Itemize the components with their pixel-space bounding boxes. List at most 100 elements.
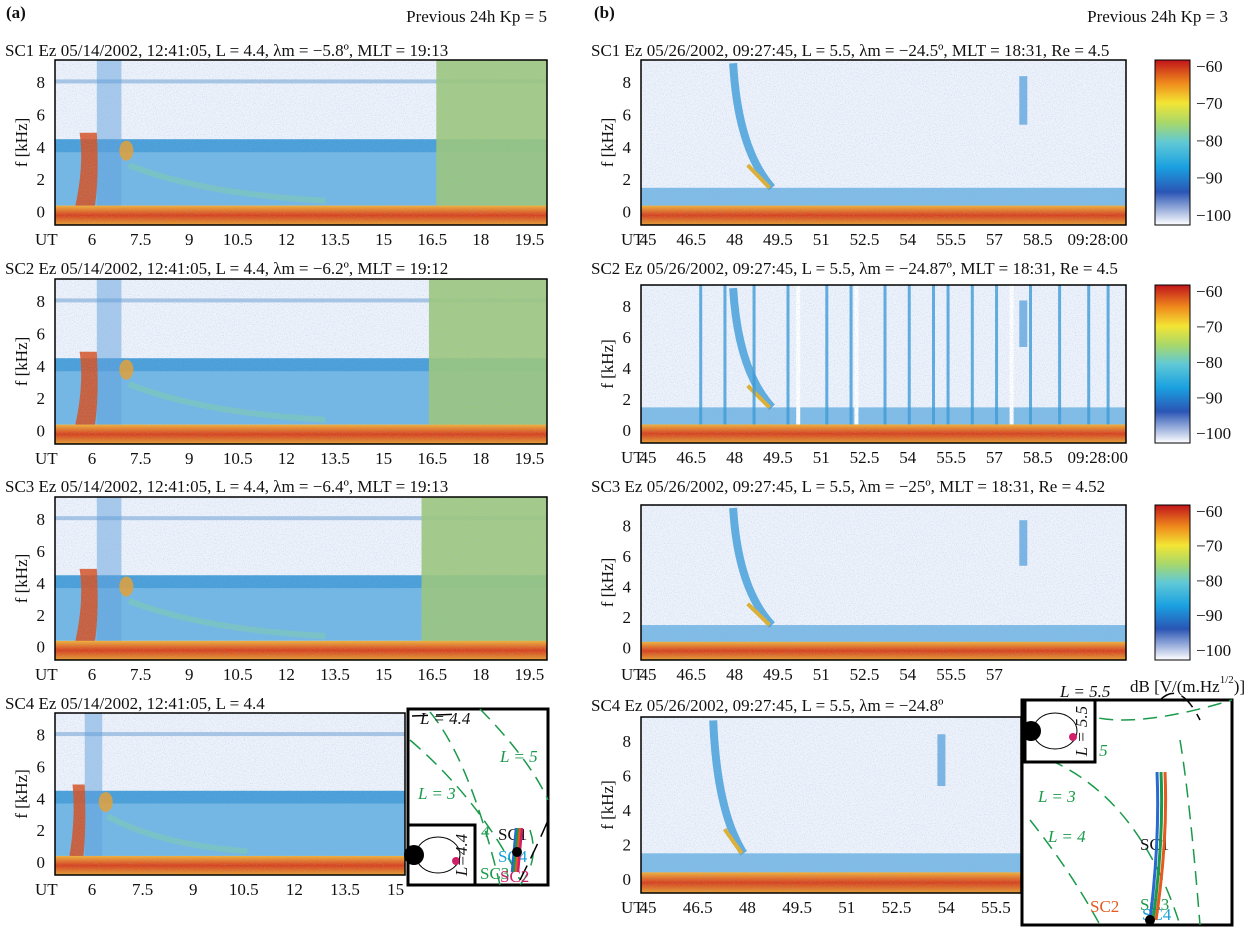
y-tick-label: 4 xyxy=(37,357,46,376)
y-tick-label: 4 xyxy=(37,138,46,157)
x-tick-label: 15 xyxy=(375,665,392,684)
l-shell-black xyxy=(1159,692,1201,721)
x-tick-label: UT xyxy=(621,665,644,684)
l-shell xyxy=(1029,819,1101,926)
x-tick-label: 45 xyxy=(640,898,657,917)
colorbar-tick: −90 xyxy=(1196,606,1223,625)
x-tick-label: 45 xyxy=(640,448,657,467)
x-tick-label: 52.5 xyxy=(850,448,880,467)
y-tick-label: 0 xyxy=(37,853,46,872)
inset-label: SC1 xyxy=(498,825,527,844)
plot-title: SC1 Ez 05/26/2002, 09:27:45, L = 5.5, λm… xyxy=(591,41,1109,60)
x-tick-label: 6 xyxy=(88,665,97,684)
colorbar-tick: −60 xyxy=(1196,57,1223,76)
x-tick-label: 7.5 xyxy=(132,880,153,899)
x-tick-label: 12 xyxy=(278,665,295,684)
y-tick-label: 0 xyxy=(623,421,632,440)
y-tick-label: 2 xyxy=(37,606,46,625)
end-time: 09:28:00 xyxy=(1068,230,1128,249)
earth xyxy=(1021,721,1041,741)
y-tick-label: 6 xyxy=(37,542,46,561)
y-tick-label: 4 xyxy=(37,789,46,808)
y-tick-label: 8 xyxy=(623,73,632,92)
colorbar xyxy=(1154,504,1191,661)
y-tick-label: 4 xyxy=(37,574,46,593)
x-tick-label: 52.5 xyxy=(850,230,880,249)
x-tick-label: 51 xyxy=(813,665,830,684)
x-tick-label: 48 xyxy=(726,230,743,249)
inset-label: SC2 xyxy=(500,867,529,886)
x-tick-label: 54 xyxy=(899,665,917,684)
colorbar-tick: −70 xyxy=(1196,317,1223,336)
y-axis-label: f [kHz] xyxy=(598,558,617,608)
plot-title: SC4 Ez 05/14/2002, 12:41:05, L = 4.4 xyxy=(5,694,265,713)
colorbar xyxy=(1154,284,1191,444)
inset-label: L = 3 xyxy=(1037,787,1076,806)
y-axis-label: f [kHz] xyxy=(598,118,617,168)
x-tick-label: 51 xyxy=(813,448,830,467)
y-tick-label: 4 xyxy=(623,801,632,820)
x-tick-label: 12 xyxy=(278,230,295,249)
l-shell xyxy=(1049,759,1181,926)
x-tick-label: 46.5 xyxy=(676,665,706,684)
y-tick-label: 6 xyxy=(37,106,46,125)
x-tick-label: 49.5 xyxy=(763,665,793,684)
y-tick-label: 8 xyxy=(623,732,632,751)
x-tick-label: 13.5 xyxy=(330,880,360,899)
x-tick-label: UT xyxy=(35,665,58,684)
sc-track xyxy=(1151,771,1164,921)
x-tick-label: 54 xyxy=(938,898,956,917)
inset-label: L = 5.5 xyxy=(1059,682,1110,701)
x-tick-label: 7.5 xyxy=(130,449,151,468)
y-tick-label: 8 xyxy=(37,726,46,745)
l-shell xyxy=(1179,739,1201,926)
inset-label: L = 5 xyxy=(499,747,538,766)
y-axis-label: f [kHz] xyxy=(598,339,617,389)
colorbar-unit: dB [V/(m.Hz1/2)] xyxy=(1130,674,1245,696)
colorbar-tick: −80 xyxy=(1196,571,1223,590)
x-tick-label: 49.5 xyxy=(763,230,793,249)
x-tick-label: 19.5 xyxy=(515,665,545,684)
y-axis-label: f [kHz] xyxy=(598,780,617,830)
x-tick-label: 46.5 xyxy=(676,448,706,467)
y-tick-label: 2 xyxy=(37,389,46,408)
x-tick-label: UT xyxy=(35,449,58,468)
x-tick-label: 51 xyxy=(838,898,855,917)
panel-label: (b) xyxy=(594,3,615,22)
x-tick-label: 7.5 xyxy=(130,665,151,684)
small-inset-label: L = 5.5 xyxy=(1072,706,1091,757)
x-tick-label: 15 xyxy=(375,230,392,249)
l-shell-black xyxy=(411,713,549,881)
orbit xyxy=(1032,712,1078,750)
x-tick-label: 16.5 xyxy=(417,449,447,468)
y-tick-label: 6 xyxy=(37,757,46,776)
sc-dot xyxy=(1069,733,1077,741)
x-tick-label: 46.5 xyxy=(676,230,706,249)
panel-label: (a) xyxy=(6,3,26,22)
x-tick-label: 52.5 xyxy=(850,665,880,684)
x-tick-label: 55.5 xyxy=(936,665,966,684)
colorbar-tick: −100 xyxy=(1196,641,1231,660)
noise xyxy=(641,717,1021,893)
x-tick-label: 58.5 xyxy=(1023,448,1053,467)
x-tick-label: 18 xyxy=(472,449,489,468)
colorbar-tick: −100 xyxy=(1196,206,1231,225)
x-tick-label: 57 xyxy=(986,230,1004,249)
y-tick-label: 6 xyxy=(37,325,46,344)
sc-marker xyxy=(512,847,522,857)
colorbar-tick: −90 xyxy=(1196,169,1223,188)
noise xyxy=(641,505,1126,660)
x-tick-label: 13.5 xyxy=(320,230,350,249)
y-tick-label: 8 xyxy=(37,73,46,92)
y-tick-label: 4 xyxy=(623,359,632,378)
y-tick-label: 2 xyxy=(623,608,632,627)
x-tick-label: 19.5 xyxy=(515,449,545,468)
x-tick-label: 54 xyxy=(899,230,917,249)
colorbar-tick: −60 xyxy=(1196,282,1223,301)
inset-label: SC3 xyxy=(480,864,509,883)
x-tick-label: 13.5 xyxy=(320,449,350,468)
x-tick-label: 6 xyxy=(88,880,97,899)
y-tick-label: 2 xyxy=(623,170,632,189)
y-tick-label: 0 xyxy=(37,422,46,441)
